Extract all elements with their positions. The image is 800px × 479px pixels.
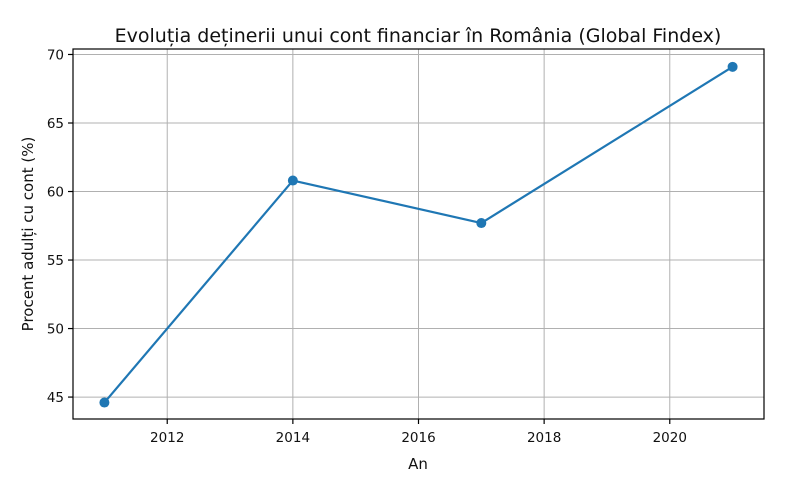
x-tick-label: 2014 (276, 430, 310, 446)
series-line (103, 65, 734, 404)
data-point (99, 397, 110, 408)
data-point (287, 175, 298, 186)
x-tick-label: 2012 (150, 430, 184, 446)
series-layer (99, 61, 738, 408)
x-axis-ticks: 2012 2014 2016 2018 2020 (150, 419, 687, 446)
y-axis-label: Procent adulți cu cont (%) (19, 137, 37, 332)
y-tick-label: 70 (47, 47, 64, 63)
y-tick-label: 50 (47, 322, 64, 338)
x-tick-label: 2018 (527, 430, 561, 446)
y-tick-label: 65 (47, 116, 64, 132)
y-axis-ticks: 45 50 55 60 65 70 (47, 47, 73, 406)
x-tick-label: 2016 (401, 430, 435, 446)
y-tick-label: 55 (47, 253, 64, 269)
x-axis-label: An (408, 455, 428, 473)
data-point (727, 61, 738, 72)
y-tick-label: 60 (47, 185, 64, 201)
y-tick-label: 45 (47, 390, 64, 406)
chart-title: Evoluția deținerii unui cont financiar î… (115, 25, 722, 47)
grid (73, 49, 764, 419)
x-tick-label: 2020 (653, 430, 687, 446)
data-point (476, 218, 487, 229)
